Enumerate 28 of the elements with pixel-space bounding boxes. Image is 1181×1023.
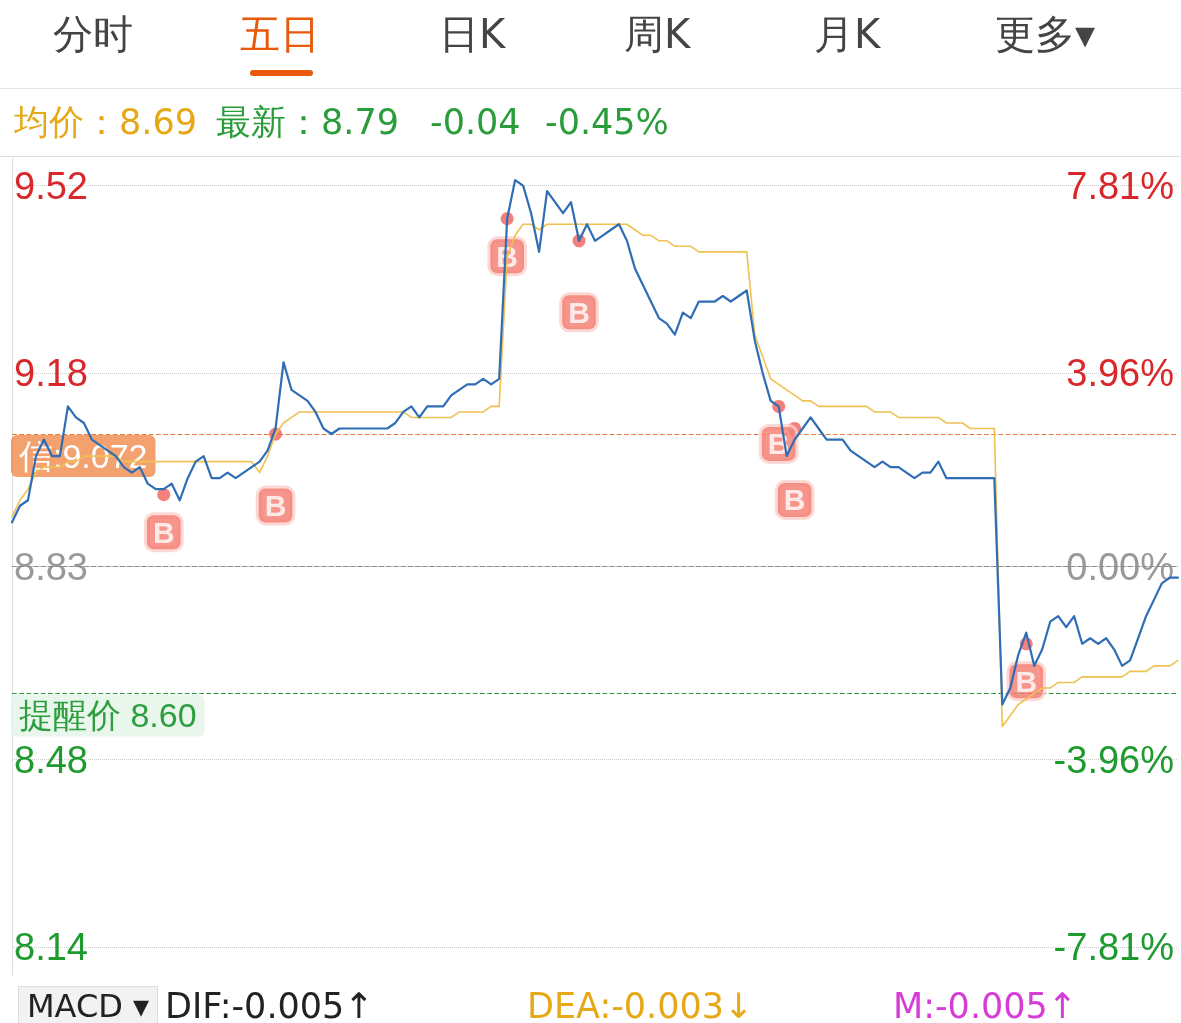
text: -0.04 <box>430 102 521 142</box>
text: 日K <box>438 9 506 59</box>
text: DEA:-0.003↓ <box>527 986 754 1023</box>
text: -0.45% <box>545 102 669 142</box>
text: 周K <box>623 9 691 59</box>
text: 均价：8.69 <box>14 100 197 144</box>
y2-tick-label: 3.96% <box>1066 352 1174 395</box>
y2-tick-label: -3.96% <box>1053 738 1174 781</box>
y-tick-label: 8.48 <box>14 738 88 781</box>
y-tick-label: 9.18 <box>14 352 88 395</box>
text: 月K <box>813 9 881 59</box>
text: 最新：8.79 <box>216 100 399 144</box>
y-tick-label: 8.14 <box>14 926 88 969</box>
text: 更多▾ <box>994 9 1096 59</box>
text: MACD ▾ <box>18 986 159 1023</box>
ref-line-label: 提醒价 8.60 <box>19 696 197 735</box>
y2-tick-label: 7.81% <box>1066 164 1174 207</box>
text: 五日 <box>240 9 320 59</box>
data-label: B <box>152 515 175 549</box>
data-label: B <box>1015 664 1038 698</box>
text: DIF:-0.005↑ <box>165 986 374 1023</box>
y-tick-label: 9.52 <box>14 164 88 207</box>
data-label: B <box>568 295 590 329</box>
data-label: B <box>783 483 806 517</box>
data-label: B <box>264 489 287 523</box>
y2-tick-label: -7.81% <box>1053 926 1174 969</box>
text: 分时 <box>53 9 133 59</box>
text: M:-0.005↑ <box>893 986 1078 1023</box>
